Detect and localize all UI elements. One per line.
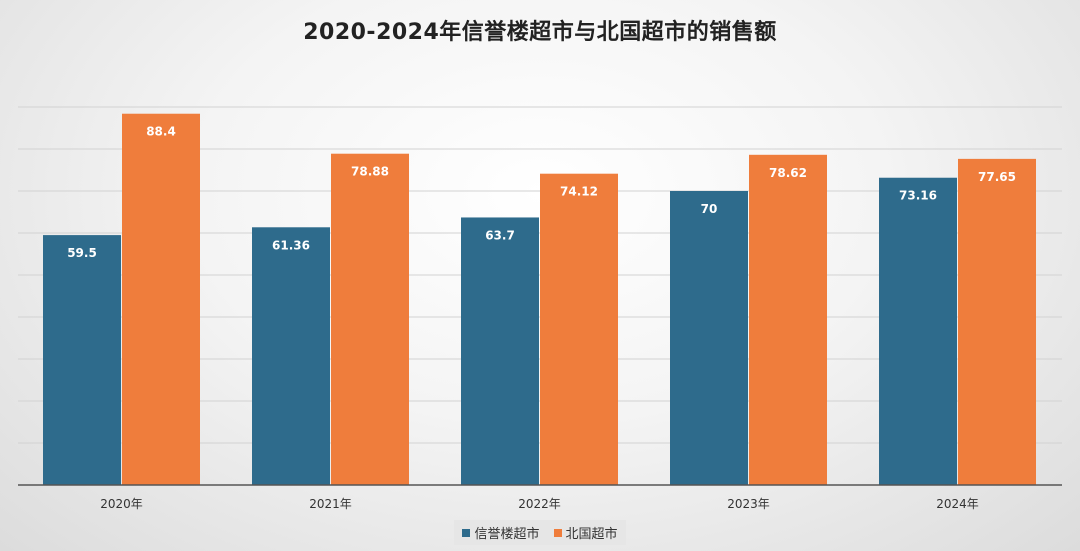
legend-swatch-series-1 <box>462 528 471 537</box>
x-tick-label-3: 2022年 <box>518 497 561 511</box>
data-label-series-1-4: 70 <box>701 202 718 216</box>
x-tick-label-5: 2024年 <box>936 497 979 511</box>
bar-series-1-1[interactable] <box>43 235 121 485</box>
data-label-series-1-1: 59.5 <box>67 246 97 260</box>
legend-label-series-1: 信誉楼超市 <box>474 527 540 542</box>
data-label-series-1-2: 61.36 <box>272 238 310 252</box>
legend-label-series-2: 北国超市 <box>565 527 618 542</box>
data-label-series-2-5: 77.65 <box>978 170 1016 184</box>
bar-series-1-3[interactable] <box>461 217 539 485</box>
bar-series-2-4[interactable] <box>749 154 827 485</box>
bar-series-1-4[interactable] <box>670 191 748 485</box>
bar-series-1-5[interactable] <box>879 177 957 485</box>
legend-item-series-2[interactable]: 北国超市 <box>553 523 618 542</box>
legend: 信誉楼超市 北国超市 <box>0 520 1080 545</box>
x-tick-label-4: 2023年 <box>727 497 770 511</box>
data-label-series-1-3: 63.7 <box>485 228 515 242</box>
chart-title: 2020-2024年信誉楼超市与北国超市的销售额 <box>303 20 777 45</box>
data-label-series-2-2: 78.88 <box>351 165 389 179</box>
x-tick-label-2: 2021年 <box>309 497 352 511</box>
bar-series-2-1[interactable] <box>122 113 200 485</box>
x-tick-label-1: 2020年 <box>100 497 143 511</box>
bar-series-2-5[interactable] <box>958 158 1036 485</box>
bar-series-2-3[interactable] <box>540 173 618 486</box>
legend-swatch-series-2 <box>553 528 562 537</box>
bar-series-2-2[interactable] <box>331 153 409 486</box>
legend-box: 信誉楼超市 北国超市 <box>454 520 626 545</box>
data-label-series-1-5: 73.16 <box>899 189 937 203</box>
data-label-series-2-3: 74.12 <box>560 185 598 199</box>
bar-series-1-2[interactable] <box>252 227 330 485</box>
data-label-series-2-1: 88.4 <box>146 125 176 139</box>
legend-item-series-1[interactable]: 信誉楼超市 <box>462 523 540 542</box>
data-label-series-2-4: 78.62 <box>769 166 807 180</box>
